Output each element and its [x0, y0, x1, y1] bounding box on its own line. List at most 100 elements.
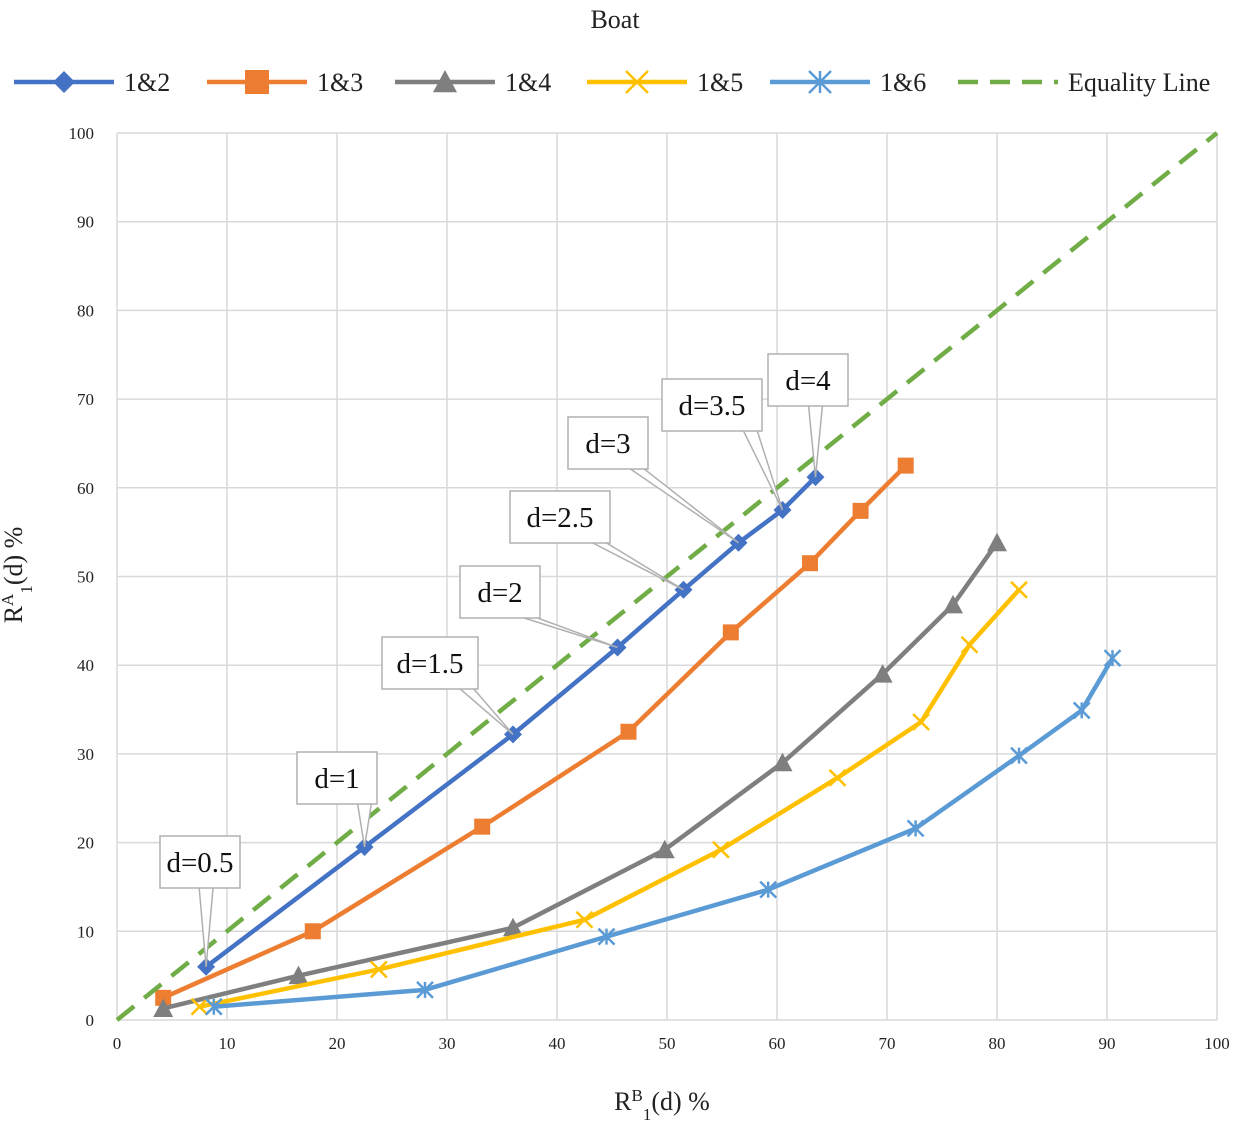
- data-point: [369, 960, 388, 979]
- x-tick-label: 70: [879, 1034, 896, 1053]
- series-1-4: [153, 532, 1007, 1017]
- x-tick-label: 40: [549, 1034, 566, 1053]
- legend-item-1-5: 1&5: [587, 68, 743, 97]
- callout-label: d=3: [585, 428, 630, 460]
- callout-label: d=3.5: [678, 390, 745, 422]
- legend-label: 1&3: [317, 68, 363, 97]
- data-point: [759, 880, 778, 899]
- callout-pointer: [520, 616, 618, 649]
- data-point: [288, 965, 309, 985]
- annotation-layer: d=0.5 d=1 d=1.5 d=2 d=2.5 d=3 d=3.5 d=4: [159, 353, 849, 967]
- x-tick-label: 90: [1099, 1034, 1116, 1053]
- annotation-callout: d=0.5: [159, 835, 241, 967]
- y-tick-label: 60: [77, 479, 94, 498]
- data-point: [772, 752, 793, 772]
- legend-label: 1&5: [697, 68, 743, 97]
- data-point: [620, 723, 637, 740]
- data-point: [872, 664, 893, 683]
- legend-item-1-2: 1&2: [14, 68, 170, 97]
- y-tick-label: 100: [69, 124, 95, 143]
- callout-box: [661, 378, 763, 432]
- annotation-callout: d=2.5: [509, 490, 684, 591]
- callout-pointer: [626, 467, 739, 544]
- x-tick-label: 0: [113, 1034, 122, 1053]
- data-point: [575, 910, 594, 929]
- callout-label: d=2: [477, 577, 522, 609]
- y-axis-ticks: 0 10 20 30 40 50 60 70 80 90 100: [69, 124, 95, 1030]
- legend-label: 1&6: [880, 68, 926, 97]
- data-point: [912, 713, 930, 731]
- data-point: [712, 840, 730, 859]
- callout-box: [296, 751, 378, 805]
- legend-marker: [245, 70, 269, 94]
- legend-marker: [53, 71, 75, 93]
- callout-box: [567, 416, 649, 470]
- annotation-callout: d=1: [296, 751, 378, 848]
- callout-box: [767, 353, 849, 407]
- legend-marker: [433, 70, 457, 93]
- data-point: [654, 839, 675, 859]
- callout-pointer: [456, 687, 514, 735]
- data-point: [852, 502, 869, 519]
- x-tick-label: 10: [219, 1034, 236, 1053]
- callout-label: d=2.5: [526, 502, 593, 534]
- callout-label: d=0.5: [166, 847, 233, 879]
- annotation-callout: d=3.5: [661, 378, 784, 511]
- annotation-callout: d=4: [767, 353, 849, 478]
- legend-marker: [808, 70, 832, 94]
- data-point: [943, 594, 963, 614]
- series-line-1-5: [199, 588, 1021, 1009]
- data-point: [503, 917, 523, 937]
- callout-pointer: [590, 541, 684, 591]
- series-line-1-3: [162, 464, 908, 1000]
- callout-label: d=1: [314, 763, 359, 795]
- y-tick-label: 80: [77, 301, 94, 320]
- y-tick-label: 20: [77, 834, 94, 853]
- y-tick-label: 40: [77, 656, 94, 675]
- y-tick-label: 30: [77, 745, 94, 764]
- x-axis-label: RB1(d) %: [614, 1086, 710, 1124]
- data-point: [897, 457, 914, 474]
- x-tick-label: 30: [439, 1034, 456, 1053]
- annotation-callout: d=1.5: [381, 636, 514, 735]
- y-tick-label: 0: [86, 1011, 95, 1030]
- legend: 1&2 1&3 1&4 1&5 1&6 Equality Line: [14, 68, 1210, 97]
- callout-pointer: [807, 404, 824, 478]
- y-tick-label: 70: [77, 390, 94, 409]
- series-1-6: [204, 649, 1122, 1016]
- data-point: [906, 819, 925, 838]
- callout-box: [159, 835, 241, 889]
- legend-item-equality-line: Equality Line: [958, 68, 1210, 97]
- series-line-1-2: [204, 475, 818, 969]
- x-tick-label: 60: [769, 1034, 786, 1053]
- data-point: [1010, 580, 1028, 599]
- y-tick-label: 10: [77, 922, 94, 941]
- callout-box: [381, 636, 479, 690]
- series-line-equality-line: [115, 131, 1219, 1022]
- data-point: [204, 997, 223, 1016]
- callout-label: d=4: [785, 365, 831, 397]
- data-point: [416, 980, 434, 999]
- x-tick-label: 100: [1204, 1034, 1230, 1053]
- data-point: [153, 998, 174, 1017]
- callout-box: [459, 565, 541, 619]
- data-point: [304, 923, 321, 940]
- chart-title: Boat: [590, 5, 640, 34]
- x-axis-ticks: 0 10 20 30 40 50 60 70 80 90 100: [113, 1034, 1230, 1053]
- x-tick-label: 50: [659, 1034, 676, 1053]
- data-point: [828, 768, 847, 787]
- data-point: [597, 927, 616, 946]
- data-point: [474, 818, 491, 835]
- data-point: [155, 989, 172, 1006]
- callout-box: [509, 490, 611, 544]
- annotation-callout: d=3: [567, 416, 739, 544]
- y-tick-label: 50: [77, 568, 94, 587]
- series-line-1-4: [162, 541, 999, 1011]
- legend-item-1-6: 1&6: [770, 68, 926, 97]
- legend-label: 1&4: [505, 68, 551, 97]
- callout-pointer: [356, 802, 373, 848]
- data-point: [987, 532, 1007, 552]
- data-point: [802, 555, 818, 572]
- data-point: [960, 635, 979, 654]
